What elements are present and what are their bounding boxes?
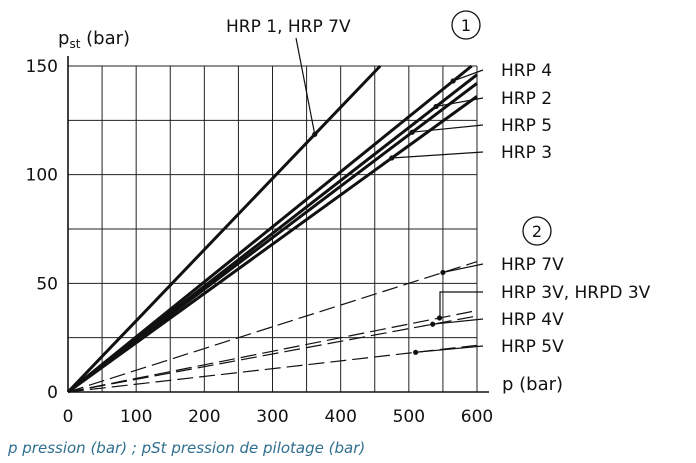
x-tick-label: 0 xyxy=(63,407,74,427)
series-label: HRP 3V, HRPD 3V xyxy=(501,283,651,303)
leader-line xyxy=(295,37,316,135)
leader-line xyxy=(435,97,484,108)
series-label: HRP 4V xyxy=(501,310,564,330)
leader-line xyxy=(415,345,484,353)
x-axis-label: p (bar) xyxy=(502,374,563,395)
series-line xyxy=(67,309,478,393)
series-label: HRP 4 xyxy=(501,61,552,81)
x-tick-label: 200 xyxy=(188,407,220,427)
series-line xyxy=(67,261,478,393)
chart-tick-labels: 0 100 200 300 400 500 600 0 50 100 150 xyxy=(26,57,494,427)
x-tick-label: 600 xyxy=(461,407,493,427)
series-line xyxy=(67,315,478,393)
leader-line xyxy=(412,124,484,133)
series-label: HRP 3 xyxy=(501,143,552,163)
series-label: HRP 5V xyxy=(501,337,564,357)
leader-line xyxy=(432,318,484,325)
chart-caption: p pression (bar) ; pSt pression de pilot… xyxy=(8,439,366,457)
y-tick-label: 150 xyxy=(26,57,58,77)
chart-axes xyxy=(67,56,489,393)
leader-line xyxy=(452,69,484,82)
series-label: HRP 2 xyxy=(501,89,552,109)
series-line xyxy=(67,95,478,394)
chart-series-labels: HRP 1, HRP 7V HRP 4 HRP 2 HRP 5 HRP 3 HRP 7V H… xyxy=(226,17,651,357)
x-tick-label: 300 xyxy=(256,407,288,427)
chart-series xyxy=(66,64,478,394)
series-line xyxy=(66,64,382,394)
y-tick-label: 0 xyxy=(47,383,58,403)
leader-line xyxy=(442,263,484,274)
y-tick-label: 50 xyxy=(36,274,58,294)
group-marker-1: 1 xyxy=(451,10,481,40)
series-label: HRP 1, HRP 7V xyxy=(226,17,351,37)
x-tick-label: 400 xyxy=(324,407,356,427)
x-tick-label: 100 xyxy=(120,407,152,427)
series-line xyxy=(67,64,473,394)
leader-line xyxy=(439,291,483,319)
series-label: HRP 5 xyxy=(501,116,552,136)
group-marker-2: 2 xyxy=(522,216,552,246)
series-label: HRP 7V xyxy=(501,255,564,275)
y-axis-label: pst (bar) xyxy=(58,28,130,51)
svg-text:1: 1 xyxy=(461,16,471,35)
svg-text:2: 2 xyxy=(532,222,542,241)
series-line xyxy=(67,344,478,393)
x-tick-label: 500 xyxy=(393,407,425,427)
leader-line xyxy=(391,151,484,159)
series-line xyxy=(67,82,478,394)
y-tick-label: 100 xyxy=(26,166,58,186)
